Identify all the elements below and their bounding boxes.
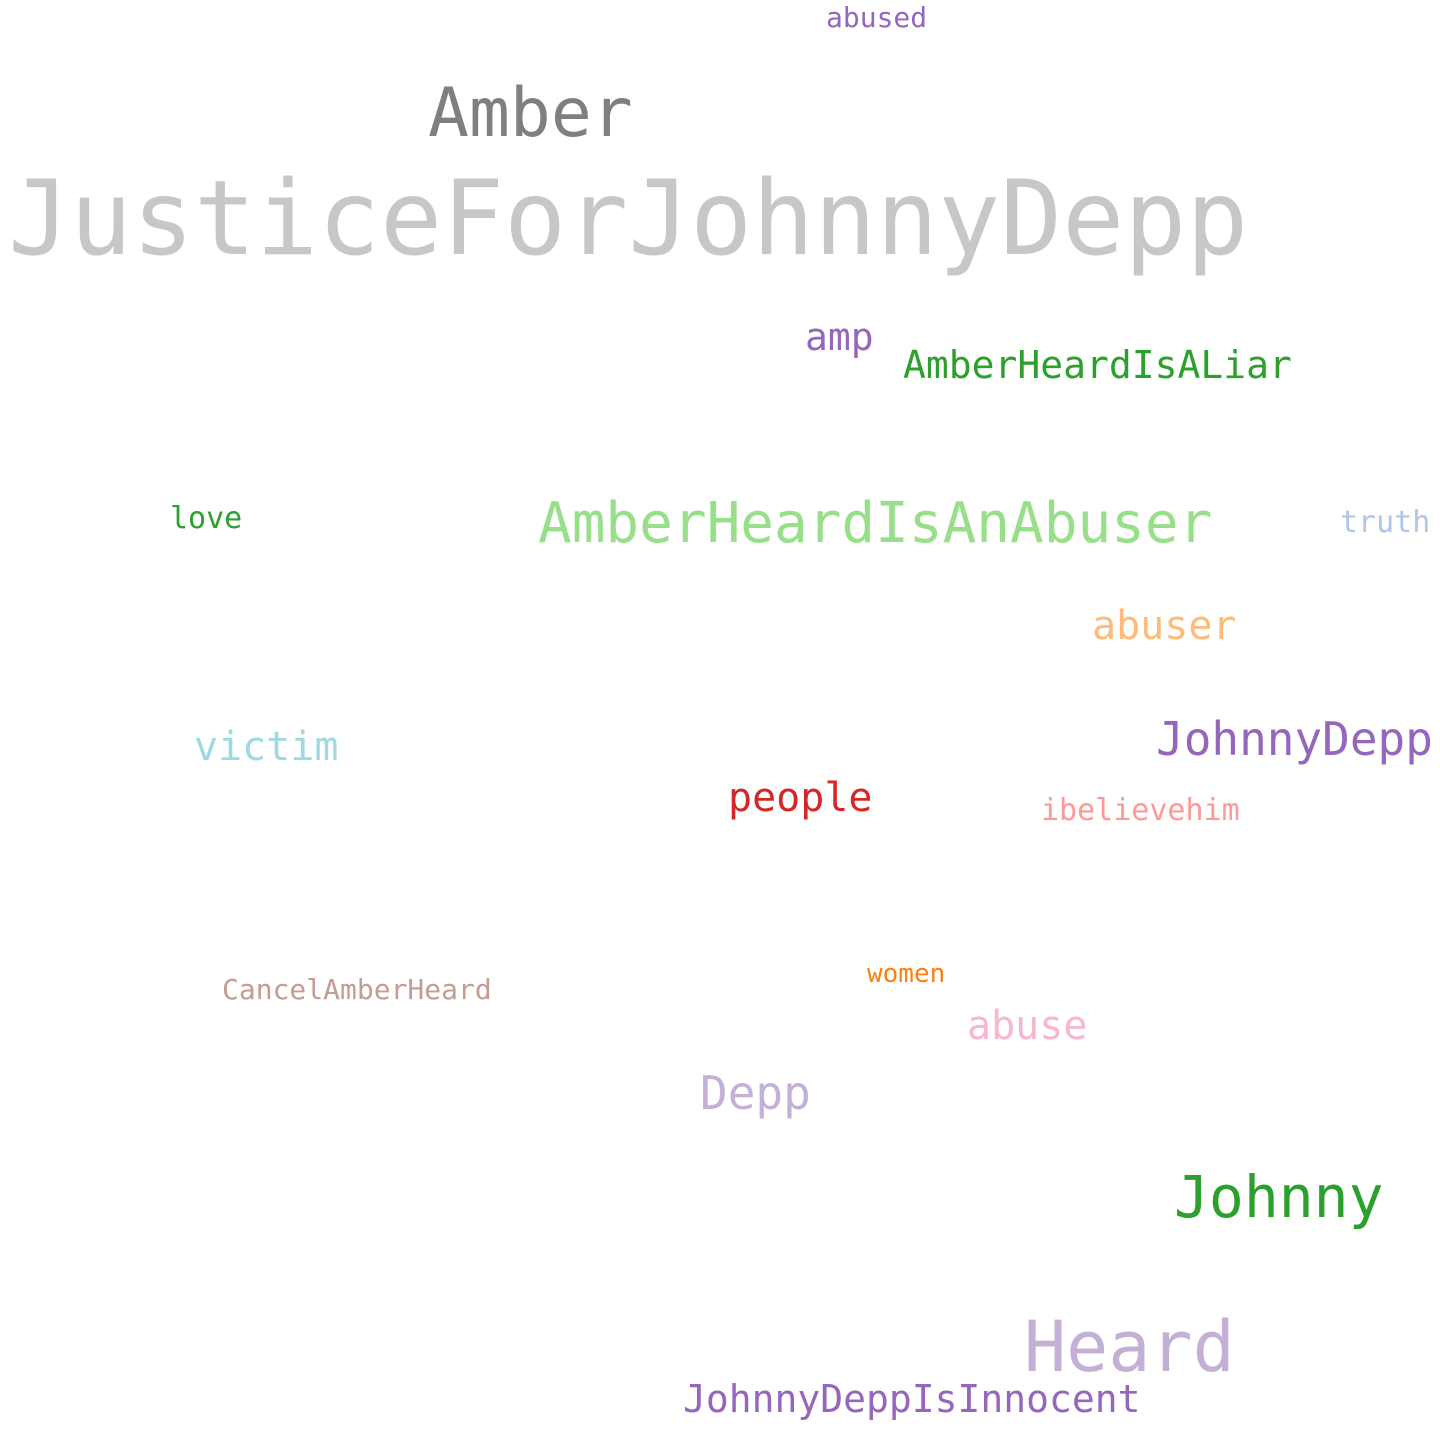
word-johnny-depp-is-innocent: JohnnyDeppIsInnocent xyxy=(683,1377,1141,1421)
word-victim: victim xyxy=(194,724,339,770)
word-truth: truth xyxy=(1340,505,1431,540)
word-women: women xyxy=(867,959,946,989)
word-amber-heard-is-a-liar: AmberHeardIsALiar xyxy=(903,343,1292,387)
word-abuse: abuse xyxy=(967,1003,1088,1049)
word-heard: Heard xyxy=(1024,1306,1235,1388)
word-johnny: Johnny xyxy=(1174,1163,1384,1231)
word-abused: abused xyxy=(826,1,928,34)
word-amber-heard-is-an-abuser: AmberHeardIsAnAbuser xyxy=(538,491,1213,556)
word-cancel-amber-heard: CancelAmberHeard xyxy=(222,973,492,1006)
word-ibelievehim: ibelievehim xyxy=(1041,793,1240,828)
word-people: people xyxy=(728,775,873,821)
word-abuser: abuser xyxy=(1092,603,1237,649)
word-amber: Amber xyxy=(428,74,633,153)
word-amp: amp xyxy=(805,315,874,359)
word-justicefor-johnny-depp: JusticeForJohnnyDepp xyxy=(8,159,1249,279)
word-johnny-depp: JohnnyDepp xyxy=(1156,712,1433,766)
word-love: love xyxy=(170,501,243,536)
word-depp: Depp xyxy=(700,1066,811,1120)
